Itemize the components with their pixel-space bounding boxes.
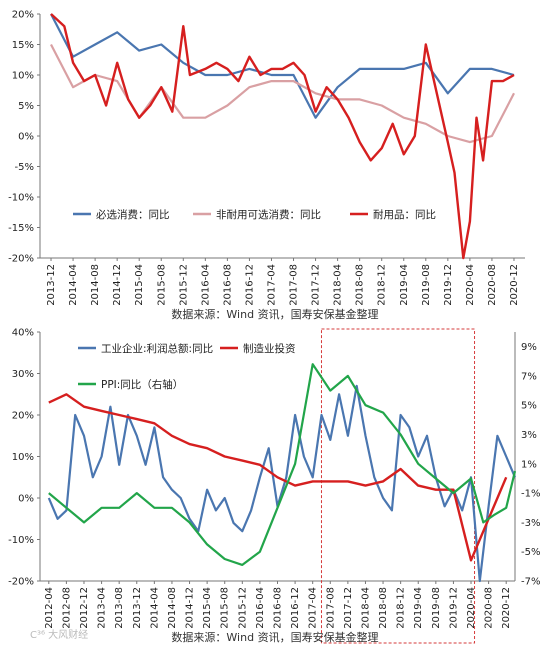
x-tick-label: 2013-04 [97,587,108,629]
x-tick-label: 2013-12 [46,264,57,306]
x-tick-label: 2020-08 [487,264,498,306]
y-tick-label: -15% [8,223,34,234]
y-tick-label: 0% [18,132,34,143]
series-line-0 [50,13,515,119]
x-tick-label: 2016-04 [255,587,266,629]
x-tick-label: 2017-12 [311,264,322,306]
chart-profit-investment-ppi: 40% 30% 20% 10% 0% -10% -20% 2012-04 2012-08 2012… [8,328,540,644]
x-tick-label: 2017-04 [266,264,277,306]
y-tick-label: 30% [12,369,34,380]
x-tick-label: 2014-08 [167,587,178,629]
x-tick-label: 2019-12 [443,264,454,306]
x-tick-label: 2014-04 [149,587,160,629]
x-tick-label: 2016-08 [222,264,233,306]
x-tick-label: 2016-12 [290,587,301,629]
x-tick-label: 2015-08 [156,264,167,306]
x-tick-label: 2012-08 [61,587,72,629]
legend-label: 耐用品：同比 [373,208,436,221]
legend-label: 制造业投资 [243,342,296,355]
x-tick-label: 2018-04 [360,587,371,629]
x-tick-label: 2020-12 [501,587,512,629]
y2-tick-label: 1% [521,459,537,470]
x-tick-label: 2018-08 [378,587,389,629]
watermark-logo: C³⁶ 大风财经 [30,628,88,641]
x-tick-label: 2016-12 [244,264,255,306]
x-tick-label: 2017-04 [308,587,319,629]
x-tick-label: 2017-08 [325,587,336,629]
source-note-2: 数据来源：Wind 资讯，国寿安保基金整理 [171,630,378,644]
x-tick-label: 2014-08 [90,264,101,306]
legend-label: 工业企业:利润总额:同比 [101,342,213,355]
y-tick-label: 20% [12,411,34,422]
x-tick-label: 2014-04 [68,264,79,306]
x-tick-label: 2012-04 [44,587,55,629]
y-tick-label: 10% [12,71,34,82]
y2-tick-label: 3% [521,430,537,441]
x-tick-label: 2015-04 [202,587,213,629]
y-tick-label: -20% [8,254,34,265]
y-tick-label: 0% [18,494,34,505]
y2-tick-label: 9% [521,342,537,353]
x-tick-label: 2019-04 [413,587,424,629]
x-tick-label: 2012-12 [79,587,90,629]
x-tick-label: 2017-12 [343,587,354,629]
y-tick-label: -20% [8,577,34,588]
chart1-axes: 20% 15% 10% 5% 0% -5% -10% -15% -20% 2013-12 2014-… [8,10,525,306]
x-tick-label: 2020-04 [465,264,476,306]
x-tick-label: 2016-04 [200,264,211,306]
x-tick-label: 2018-08 [355,264,366,306]
legend-label: 非耐用可选消费：同比 [216,208,321,221]
x-tick-label: 2019-08 [421,264,432,306]
y2-tick-label: 7% [521,371,537,382]
x-tick-label: 2018-12 [377,264,388,306]
y-tick-label: 40% [12,328,34,339]
series-line-0 [47,384,517,583]
series-line-2 [48,363,517,566]
x-tick-label: 2020-08 [484,587,495,629]
series-line-2 [50,13,515,260]
x-tick-label: 2015-12 [178,264,189,306]
y2-tick-label: -3% [521,518,540,529]
x-tick-label: 2013-08 [114,587,125,629]
y-tick-label: -10% [8,535,34,546]
source-note-1: 数据来源：Wind 资讯，国寿安保基金整理 [171,307,378,321]
x-tick-label: 2019-04 [399,264,410,306]
highlight-period-box [320,328,476,644]
x-tick-label: 2015-08 [220,587,231,629]
y-tick-label: -5% [15,162,34,173]
chart1-series [50,13,515,260]
x-tick-label: 2014-12 [185,587,196,629]
chart2-legend: 工业企业:利润总额:同比 制造业投资 PPI:同比（右轴） [78,342,296,391]
chart1-legend: 必选消费：同比 非耐用可选消费：同比 耐用品：同比 [73,208,436,221]
y2-tick-label: 5% [521,401,537,412]
y-tick-label: 5% [18,101,34,112]
y-tick-label: 10% [12,452,34,463]
x-tick-label: 2017-08 [289,264,300,306]
x-tick-label: 2013-12 [132,587,143,629]
x-tick-label: 2018-04 [333,264,344,306]
x-tick-label: 2020-12 [509,264,520,306]
y-tick-label: 20% [12,10,34,21]
chart2-series [47,363,517,583]
x-tick-label: 2019-12 [448,587,459,629]
x-tick-label: 2016-08 [273,587,284,629]
x-tick-label: 2020-04 [466,587,477,629]
y-tick-label: 15% [12,40,34,51]
legend-label: 必选消费：同比 [96,208,170,221]
legend-label: PPI:同比（右轴） [101,378,183,391]
x-tick-label: 2019-08 [431,587,442,629]
x-tick-label: 2015-12 [237,587,248,629]
x-tick-label: 2018-12 [396,587,407,629]
x-tick-label: 2015-04 [134,264,145,306]
series-line-1 [48,393,508,562]
y2-tick-label: -5% [521,547,540,558]
y2-tick-label: -1% [521,489,540,500]
chart2-axes: 40% 30% 20% 10% 0% -10% -20% 2012-04 2012-08 2012… [8,328,540,644]
chart-consumption-yoy: 20% 15% 10% 5% 0% -5% -10% -15% -20% 2013-12 2014-… [8,10,525,306]
y2-tick-label: -7% [521,577,540,588]
x-tick-label: 2014-12 [112,264,123,306]
y-tick-label: -10% [8,193,34,204]
